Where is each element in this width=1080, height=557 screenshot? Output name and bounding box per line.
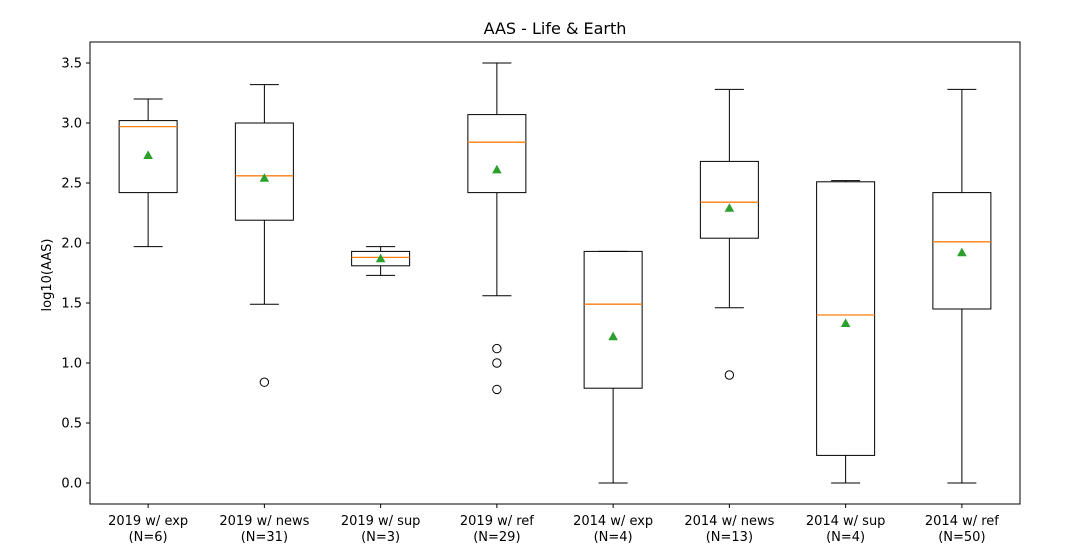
box bbox=[816, 181, 876, 456]
outlier-point bbox=[724, 370, 735, 380]
y-tick-label: 2.0 bbox=[61, 237, 82, 252]
mean-marker bbox=[840, 318, 851, 327]
mean-marker bbox=[724, 203, 735, 212]
outlier-point bbox=[492, 343, 502, 354]
box bbox=[932, 192, 992, 310]
x-tick-label-line: (N=13) bbox=[706, 530, 753, 545]
x-tick-label-line: (N=6) bbox=[129, 530, 168, 545]
y-tick-label: 3.5 bbox=[61, 57, 82, 72]
box-group bbox=[699, 88, 759, 380]
box bbox=[583, 250, 643, 389]
mean-marker bbox=[492, 164, 502, 174]
chart-title: AAS - Life & Earth bbox=[484, 19, 627, 38]
mean-marker bbox=[143, 150, 153, 159]
outlier-point bbox=[492, 358, 502, 368]
box bbox=[699, 160, 759, 239]
x-tick-label: 2014 w/ ref (N=50) bbox=[925, 514, 999, 545]
outlier-point bbox=[492, 384, 502, 395]
x-tick-label: 2019 w/ news (N=31) bbox=[219, 514, 309, 545]
x-tick-label: 2019 w/ sup (N=3) bbox=[341, 514, 421, 545]
box-group bbox=[234, 84, 294, 387]
plot-area: 0.0 0.5 1.0 1.5 2.0 2.5 3.0 3.5 2019 w/ exp (N=6)… bbox=[61, 57, 999, 546]
box-group bbox=[467, 62, 527, 395]
x-tick-label-line: 2019 w/ ref bbox=[460, 514, 534, 529]
x-tick-label-line: (N=50) bbox=[938, 530, 985, 545]
x-tick-label: 2014 w/ exp (N=4) bbox=[573, 514, 653, 545]
mean-marker bbox=[259, 173, 270, 182]
x-tick-label: 2019 w/ ref (N=29) bbox=[460, 514, 534, 545]
y-axis-label: log10(AAS) bbox=[40, 239, 55, 312]
x-tick-label-line: (N=4) bbox=[594, 530, 633, 545]
box-group bbox=[932, 88, 992, 484]
x-tick-label-line: (N=4) bbox=[826, 530, 865, 545]
x-tick-label-line: (N=29) bbox=[473, 530, 520, 545]
x-tick-label-line: 2019 w/ news bbox=[219, 514, 309, 529]
box bbox=[234, 122, 294, 221]
x-tick-label: 2014 w/ news (N=13) bbox=[684, 514, 774, 545]
y-tick-label: 0.5 bbox=[61, 417, 82, 432]
x-tick-label-line: 2014 w/ news bbox=[684, 514, 774, 529]
y-tick-label: 3.0 bbox=[61, 117, 82, 132]
box bbox=[467, 114, 527, 194]
box-group bbox=[118, 98, 178, 248]
x-tick-label-line: 2019 w/ sup bbox=[341, 514, 421, 529]
y-tick-label: 2.5 bbox=[61, 177, 82, 192]
x-tick-label-line: (N=31) bbox=[241, 530, 288, 545]
plot-frame bbox=[89, 41, 1021, 505]
x-tick-label: 2014 w/ sup (N=4) bbox=[806, 514, 886, 545]
mean-marker bbox=[957, 247, 967, 257]
y-tick-label: 1.5 bbox=[61, 297, 82, 312]
x-tick-label-line: (N=3) bbox=[361, 530, 400, 545]
x-tick-label-line: 2014 w/ ref bbox=[925, 514, 999, 529]
x-tick-label-line: 2014 w/ exp bbox=[573, 514, 653, 529]
outlier-point bbox=[259, 377, 270, 387]
box-group bbox=[583, 250, 643, 484]
box bbox=[118, 120, 178, 194]
x-tick-label: 2019 w/ exp (N=6) bbox=[108, 514, 188, 545]
x-tick-label-line: 2019 w/ exp bbox=[108, 514, 188, 529]
box-group bbox=[816, 180, 876, 484]
box-group bbox=[351, 246, 411, 276]
mean-marker bbox=[375, 253, 386, 263]
y-tick-label: 1.0 bbox=[61, 357, 82, 372]
mean-marker bbox=[608, 331, 618, 341]
box bbox=[351, 250, 411, 267]
y-tick-label: 0.0 bbox=[61, 477, 82, 492]
x-tick-label-line: 2014 w/ sup bbox=[806, 514, 886, 529]
